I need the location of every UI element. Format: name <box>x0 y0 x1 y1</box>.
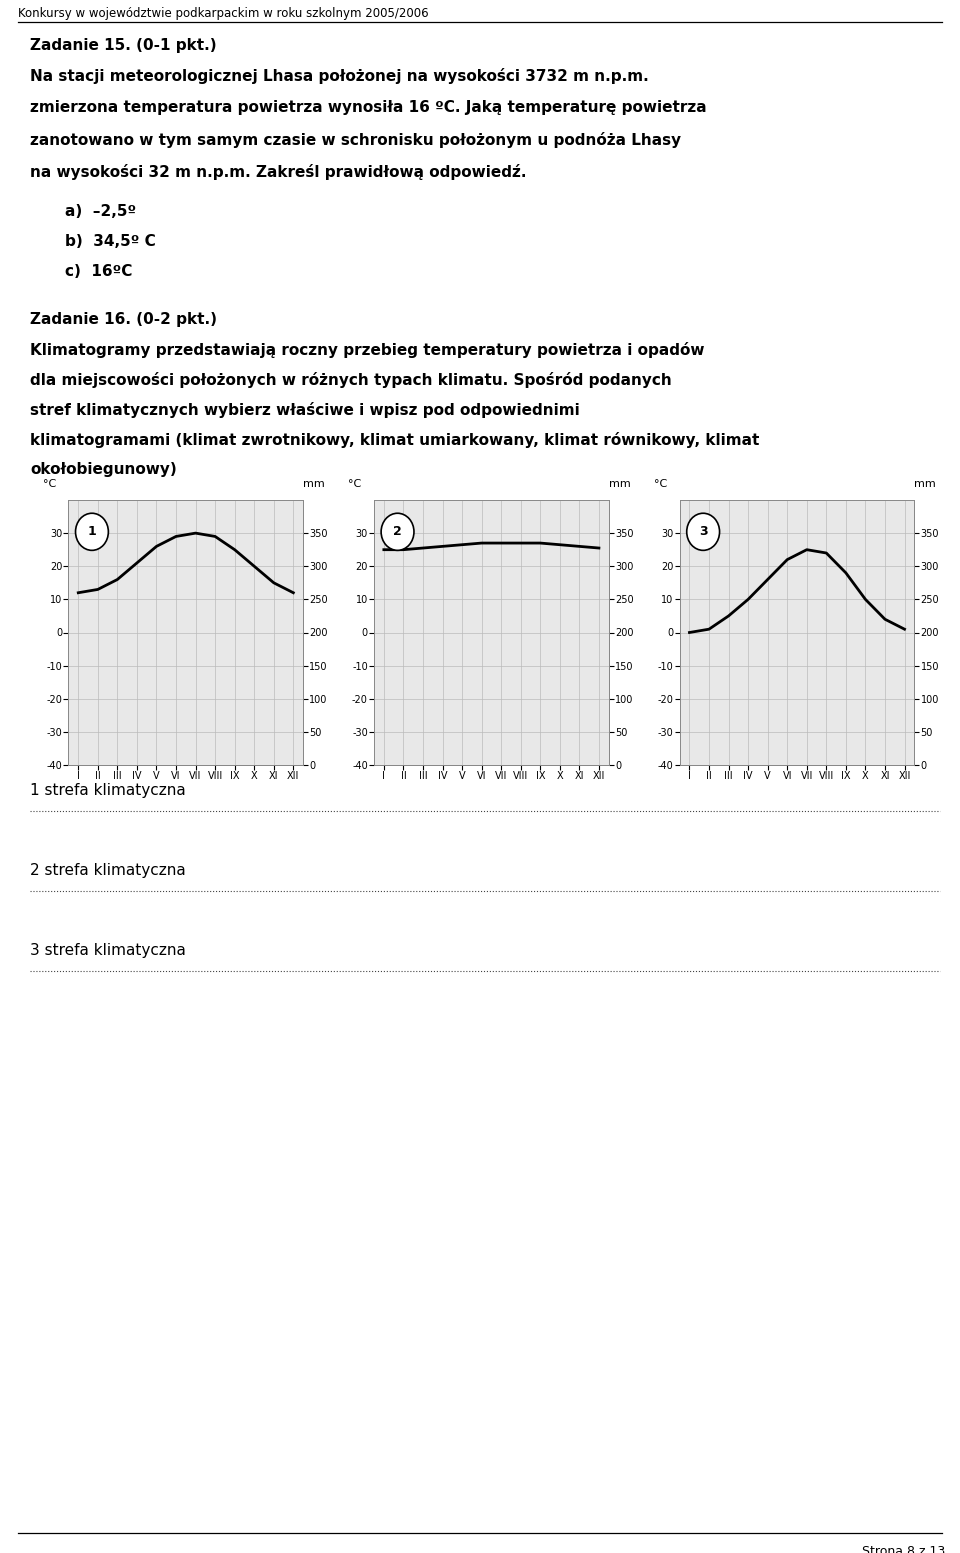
Bar <box>417 632 429 766</box>
Bar <box>377 662 390 766</box>
Text: Zadanie 15. (0-1 pkt.): Zadanie 15. (0-1 pkt.) <box>30 37 217 53</box>
Circle shape <box>686 512 720 550</box>
Text: dla miejscowości położonych w różnych typach klimatu. Spośród podanych: dla miejscowości położonych w różnych ty… <box>30 373 672 388</box>
Bar <box>899 745 911 766</box>
Bar <box>534 745 546 766</box>
Bar <box>703 739 715 766</box>
Bar <box>742 711 755 766</box>
Bar <box>436 649 449 766</box>
Text: zanotowano w tym samym czasie w schronisku położonym u podnóża Lhasy: zanotowano w tym samym czasie w schronis… <box>30 132 682 148</box>
Bar <box>397 662 410 766</box>
Text: °C: °C <box>42 480 56 489</box>
Text: mm: mm <box>303 480 324 489</box>
Bar <box>573 711 586 766</box>
Bar <box>761 699 774 766</box>
Text: 1: 1 <box>87 525 96 539</box>
Bar <box>780 719 794 766</box>
Text: 1 strefa klimatyczna: 1 strefa klimatyczna <box>30 783 185 798</box>
Bar <box>859 716 872 766</box>
Text: Strona 8 z 13: Strona 8 z 13 <box>862 1545 945 1553</box>
Bar <box>684 745 696 766</box>
Bar <box>592 635 606 766</box>
Bar <box>801 728 813 766</box>
Text: mm: mm <box>914 480 936 489</box>
Text: a)  –2,5º: a) –2,5º <box>65 203 136 219</box>
Text: °C: °C <box>348 480 362 489</box>
Text: klimatogramami (klimat zwrotnikowy, klimat umiarkowany, klimat równikowy, klimat: klimatogramami (klimat zwrotnikowy, klim… <box>30 432 759 447</box>
Text: 3 strefa klimatyczna: 3 strefa klimatyczna <box>30 943 186 958</box>
Text: okołobiegunowy): okołobiegunowy) <box>30 461 177 477</box>
Bar <box>456 731 468 766</box>
Text: c)  16ºC: c) 16ºC <box>65 264 132 280</box>
Bar <box>722 725 735 766</box>
Text: °C: °C <box>654 480 667 489</box>
Bar <box>878 722 891 766</box>
Text: 2: 2 <box>394 525 402 539</box>
Text: Zadanie 16. (0-2 pkt.): Zadanie 16. (0-2 pkt.) <box>30 312 217 328</box>
Circle shape <box>76 512 108 550</box>
Text: b)  34,5º C: b) 34,5º C <box>65 235 156 248</box>
Bar <box>820 722 832 766</box>
Bar <box>494 758 508 766</box>
Bar <box>839 725 852 766</box>
Bar <box>515 752 527 766</box>
Text: Konkursy w województwie podkarpackim w roku szkolnym 2005/2006: Konkursy w województwie podkarpackim w r… <box>18 8 428 20</box>
Text: zmierzona temperatura powietrza wynosiła 16 ºC. Jaką temperaturę powietrza: zmierzona temperatura powietrza wynosiła… <box>30 99 707 115</box>
Circle shape <box>381 512 414 550</box>
Text: na wysokości 32 m n.p.m. Zakreśl prawidłową odpowiedź.: na wysokości 32 m n.p.m. Zakreśl prawidł… <box>30 165 526 180</box>
Text: Na stacji meteorologicznej Lhasa położonej na wysokości 3732 m n.p.m.: Na stacji meteorologicznej Lhasa położon… <box>30 68 649 84</box>
Bar <box>554 731 566 766</box>
Text: mm: mm <box>609 480 631 489</box>
Text: stref klimatycznych wybierz właściwe i wpisz pod odpowiednimi: stref klimatycznych wybierz właściwe i w… <box>30 402 580 418</box>
Text: 2 strefa klimatyczna: 2 strefa klimatyczna <box>30 863 185 877</box>
Text: Klimatogramy przedstawiają roczny przebieg temperatury powietrza i opadów: Klimatogramy przedstawiają roczny przebi… <box>30 342 705 359</box>
Bar <box>475 752 488 766</box>
Text: 3: 3 <box>699 525 708 539</box>
